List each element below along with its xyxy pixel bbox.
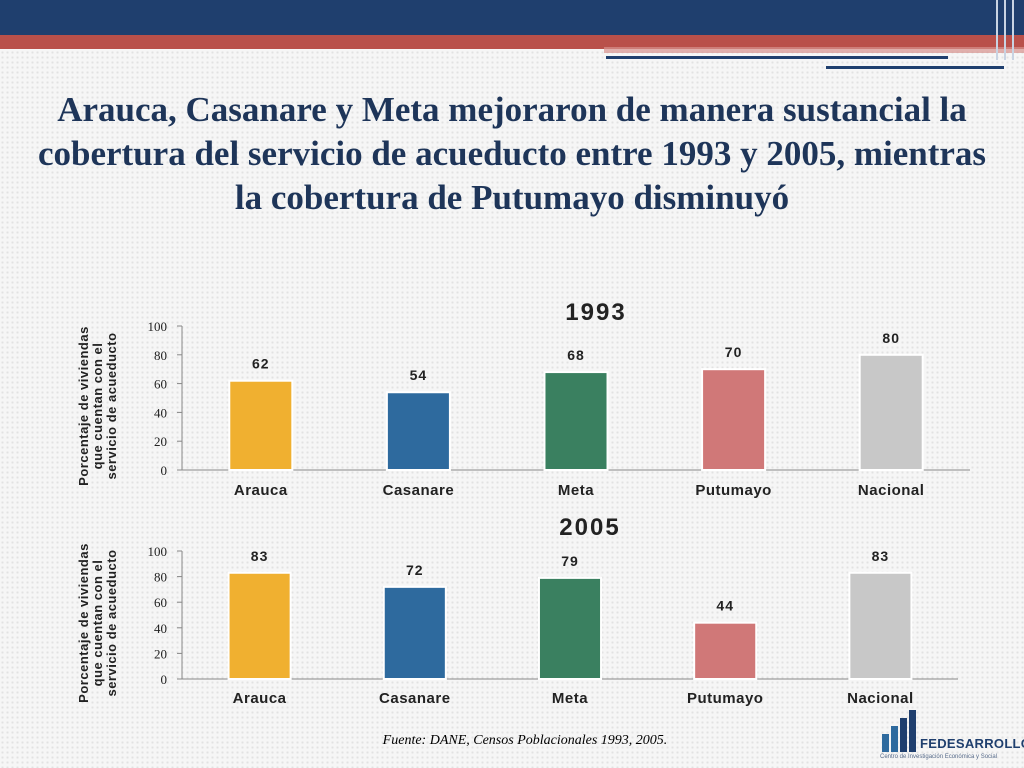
chart-title: 2005 bbox=[559, 514, 620, 541]
bar-nacional bbox=[848, 571, 913, 680]
header-band bbox=[0, 0, 1024, 36]
category-label: Meta bbox=[558, 482, 594, 499]
bar-arauca bbox=[228, 379, 294, 471]
bar-casanare bbox=[382, 585, 447, 680]
y-tick-label: 80 bbox=[154, 348, 167, 363]
y-axis-label-line: Porcentaje de viviendas bbox=[76, 543, 91, 703]
y-axis-label-line: Porcentaje de viviendas bbox=[76, 326, 91, 486]
decorative-stripe bbox=[996, 0, 998, 60]
bar-casanare bbox=[385, 391, 451, 471]
y-axis-label-line: servicio de acueducto bbox=[104, 332, 119, 479]
category-label: Arauca bbox=[233, 690, 287, 707]
y-tick-label: 20 bbox=[154, 646, 167, 661]
category-label: Nacional bbox=[858, 482, 925, 499]
category-label: Meta bbox=[552, 690, 588, 707]
decorative-stripe bbox=[1004, 0, 1006, 60]
data-label: 83 bbox=[872, 548, 890, 564]
category-label: Casanare bbox=[379, 690, 451, 707]
chart-1993: 1993 0 20 40 60 80 100 Porcentaje de viviendasq… bbox=[76, 299, 970, 499]
slide-title: Arauca, Casanare y Meta mejoraron de man… bbox=[37, 90, 987, 217]
data-label: 79 bbox=[561, 553, 579, 569]
y-tick-label: 40 bbox=[154, 621, 167, 636]
logo-tagline: Centro de Investigación Económica y Soci… bbox=[880, 754, 998, 760]
y-tick-label: 100 bbox=[148, 544, 168, 559]
bar-meta bbox=[537, 576, 603, 680]
data-label: 68 bbox=[567, 347, 585, 363]
logo-mark-icon bbox=[882, 710, 916, 752]
category-label: Putumayo bbox=[687, 690, 764, 707]
data-label: 83 bbox=[251, 548, 269, 564]
bar-putumayo bbox=[701, 368, 767, 471]
chart-title: 1993 bbox=[565, 299, 626, 326]
bar-putumayo bbox=[693, 621, 758, 680]
bar-nacional bbox=[858, 353, 924, 471]
y-tick-label: 60 bbox=[154, 377, 167, 392]
source-note: Fuente: DANE, Censos Poblacionales 1993,… bbox=[382, 733, 668, 748]
y-axis-label-line: servicio de acueducto bbox=[104, 549, 119, 696]
y-tick-label: 100 bbox=[148, 319, 168, 334]
y-tick-label: 0 bbox=[161, 463, 168, 478]
y-tick-label: 60 bbox=[154, 595, 167, 610]
header-accent-shade bbox=[604, 47, 1024, 53]
data-label: 62 bbox=[252, 356, 270, 372]
y-tick-label: 0 bbox=[161, 672, 168, 687]
data-label: 72 bbox=[406, 562, 424, 578]
data-label: 70 bbox=[725, 344, 743, 360]
data-label: 44 bbox=[716, 598, 734, 614]
decorative-line bbox=[826, 66, 1004, 69]
y-axis-label: Porcentaje de viviendasque cuentan con e… bbox=[76, 326, 119, 486]
y-tick-label: 80 bbox=[154, 570, 167, 585]
y-axis-label: Porcentaje de viviendasque cuentan con e… bbox=[76, 543, 119, 703]
data-label: 54 bbox=[410, 367, 428, 383]
fedesarrollo-logo: FEDESARROLLO Centro de Investigación Eco… bbox=[880, 706, 1024, 766]
decorative-line bbox=[606, 56, 948, 59]
bar-arauca bbox=[227, 571, 292, 680]
y-axis-label-line: que cuentan con el bbox=[90, 343, 105, 470]
decorative-stripe bbox=[1012, 0, 1014, 60]
category-label: Nacional bbox=[847, 690, 914, 707]
category-label: Casanare bbox=[383, 482, 455, 499]
y-tick-label: 40 bbox=[154, 405, 167, 420]
category-label: Arauca bbox=[234, 482, 288, 499]
category-label: Putumayo bbox=[695, 482, 772, 499]
y-tick-label: 20 bbox=[154, 434, 167, 449]
bar-meta bbox=[543, 371, 609, 471]
chart-2005: 2005 0 20 40 60 80 100 Porcentaje de viviendasq… bbox=[76, 514, 958, 707]
header-accent-band bbox=[0, 35, 1024, 49]
y-axis-label-line: que cuentan con el bbox=[90, 560, 105, 687]
logo-name: FEDESARROLLO bbox=[920, 736, 1024, 751]
data-label: 80 bbox=[882, 330, 900, 346]
